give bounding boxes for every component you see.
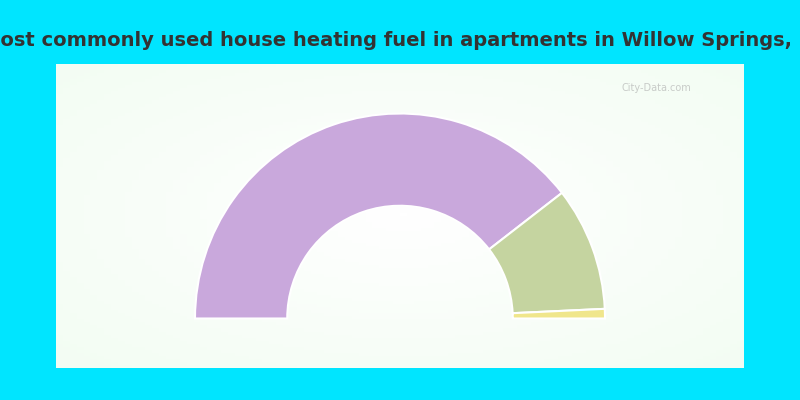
Text: Most commonly used house heating fuel in apartments in Willow Springs, IL: Most commonly used house heating fuel in… <box>0 30 800 50</box>
Wedge shape <box>489 193 605 313</box>
Wedge shape <box>195 114 562 318</box>
Text: City-Data.com: City-Data.com <box>621 83 691 93</box>
Wedge shape <box>513 309 605 318</box>
